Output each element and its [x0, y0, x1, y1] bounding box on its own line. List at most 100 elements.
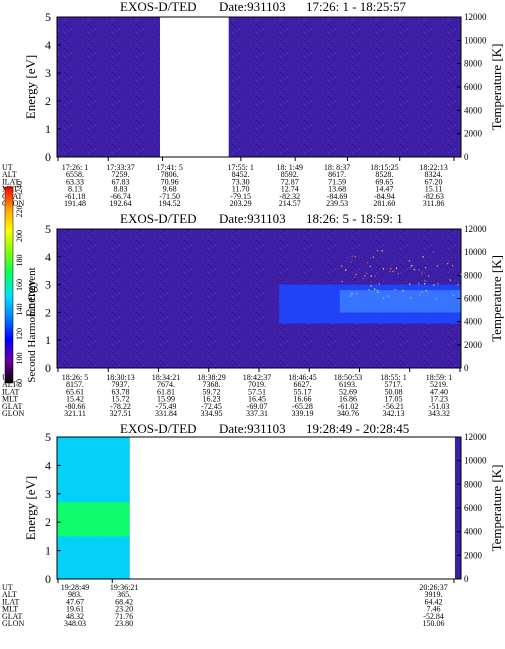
panel-2-sparkle-point [354, 276, 356, 278]
panel-3-date-label: Date:931103 [219, 421, 286, 436]
panel-2-ytick-label: 0 [45, 361, 51, 375]
panel-1-orbit-value: 214.57 [279, 199, 301, 208]
panel-2-sparkle-point [411, 291, 413, 293]
panel-2-orbit-value: 16.45 [248, 395, 266, 404]
panel-2-ytick-label: 3 [45, 278, 51, 292]
panel-2-orbit-value: 55.17 [294, 387, 312, 396]
panel-1-orbit-value: 192.64 [110, 199, 132, 208]
panel-2-time-range: 18:26: 5 - 18:59: 1 [306, 211, 403, 226]
panel-3-orbit-value: 150.06 [423, 619, 445, 628]
panel-2-orbit-value: 15.72 [112, 395, 130, 404]
panel-1-orbit-value: 17:55: 1 [227, 163, 253, 172]
panel-2-orbit-value: 5219. [430, 380, 448, 389]
panel-1-date-label: Date:931103 [219, 0, 286, 14]
panel-3-orbit-value: 23.80 [115, 619, 133, 628]
panel-2-orbit-value: 63.78 [112, 387, 130, 396]
panel-2-orbit-value: 327.51 [110, 409, 132, 418]
panel-2-sparkle-point [364, 275, 366, 277]
panel-2-orbit-value: 18:26: 5 [62, 373, 88, 382]
panel-2-sparkle-point [367, 261, 369, 264]
panel-3-orbit-label-mlt: MLT [2, 605, 18, 614]
panel-1-spectrogram-background [57, 17, 461, 157]
panel-2-sparkle-point [350, 261, 352, 263]
panel-2-y2tick-label: 2000 [464, 340, 483, 350]
panel-1-y2tick-label: 4000 [464, 105, 483, 115]
panel-1-orbit-value: 8.13 [68, 185, 82, 194]
panel-1-orbit-value: 7259. [112, 170, 130, 179]
panel-2-orbit-value: 7368. [203, 380, 221, 389]
panel-2-sparkle-point [409, 266, 411, 268]
panel-2-sparkle-point [381, 250, 383, 252]
panel-2-orbit-value: 8157. [66, 380, 84, 389]
panel-3-ytick-label: 5 [45, 430, 51, 444]
panel-2-orbit-value: 65.61 [66, 387, 84, 396]
panel-2-sparkle-point [351, 256, 353, 258]
panel-3-orbit-value: 983. [68, 590, 82, 599]
colorbar-tick-label: 200 [15, 230, 24, 242]
panel-2-orbit-value: 17.23 [430, 395, 448, 404]
panel-3-y2tick-label: 12000 [464, 432, 487, 442]
panel-2-y2tick-label: 4000 [464, 317, 483, 327]
panel-2-sparkle-point [424, 283, 426, 285]
panel-2-orbit-value: 59.72 [203, 387, 221, 396]
panel-2-orbit-value: 17.05 [385, 395, 403, 404]
panel-2-orbit-value: 337.31 [246, 409, 268, 418]
panel-2-orbit-label-mlt: MLT [2, 395, 18, 404]
panel-2-sparkle-point [392, 270, 394, 273]
panel-1-orbit-value: 18: 8:37 [324, 163, 350, 172]
panel-3-orbit-value: -52.84 [423, 612, 444, 621]
colorbar-tick-label: 100 [15, 353, 24, 365]
panel-2-orbit-value: 18:30:13 [106, 373, 134, 382]
panel-2-sparkle-point [413, 268, 415, 271]
colorbar-tick-label: 140 [15, 304, 24, 316]
panel-2-orbit-value: -51.03 [429, 402, 450, 411]
panel-1-orbit-value: 239.53 [326, 199, 348, 208]
panel-2-sparkle-point [374, 275, 376, 277]
panel-1-orbit-value: 11.70 [232, 185, 250, 194]
panel-2-sparkle-point [433, 251, 435, 253]
panel-1-orbit-value: -84.94 [374, 192, 395, 201]
panel-3-ytick-label: 1 [45, 544, 51, 558]
panel-2-orbit-value: -72.45 [201, 402, 222, 411]
panel-1-orbit-value: -79.15 [230, 192, 251, 201]
panel-2-sparkle-point [344, 269, 347, 271]
panel-3-y2tick-label: 8000 [464, 479, 483, 489]
panel-2-sparkle-point [394, 288, 396, 291]
panel-1-orbit-value: 18: 1:49 [277, 163, 303, 172]
panel-1-orbit-value: 17:33:37 [106, 163, 134, 172]
panel-1-ytick-label: 2 [45, 94, 51, 108]
panel-1-orbit-label-alt: ALT [2, 170, 17, 179]
panel-3-orbit-value: 3919. [425, 590, 443, 599]
panel-1-orbit-value: 8324. [425, 170, 443, 179]
panel-2-orbit-label-alt: ALT [2, 380, 17, 389]
panel-3-orbit-value: 23.20 [115, 605, 133, 614]
panel-2-sparkle-point [368, 288, 370, 291]
panel-1-data-gap [160, 16, 229, 158]
panel-3-orbit-value: 365. [117, 590, 131, 599]
panel-3-orbit-value: 71.76 [115, 612, 133, 621]
panel-3-orbit-value: 19.61 [66, 605, 84, 614]
panel-1-ytick-label: 0 [45, 150, 51, 164]
panel-1-orbit-value: 8452. [232, 170, 250, 179]
colorbar-tick-label: 120 [15, 328, 24, 340]
panel-1-y2tick-label: 12000 [464, 12, 487, 22]
panel-1-orbit-value: -66.74 [110, 192, 131, 201]
panel-1-orbit-value: 17:41: 5 [156, 163, 182, 172]
panel-1-orbit-value: 67.20 [425, 177, 443, 186]
panel-3-ytick-label: 0 [45, 572, 51, 586]
panel-2-orbit-value: 7019. [248, 380, 266, 389]
panel-2-sparkle-point [414, 269, 416, 271]
panel-2-sparkle-point [351, 292, 353, 295]
panel-1-ytick-label: 5 [45, 10, 51, 24]
panel-1-orbit-value: 6558. [66, 170, 84, 179]
panel-2-sparkle-point [370, 285, 372, 287]
panel-2-orbit-value: 5717. [385, 380, 403, 389]
panel-2-sparkle-point [447, 262, 449, 265]
panel-3-orbit-value: 64.42 [425, 597, 443, 606]
panel-2-sparkle-point [350, 295, 352, 297]
panel-3-ylabel: Energy [eV] [23, 476, 38, 540]
panel-2-orbit-value: 343.32 [428, 409, 450, 418]
panel-3-y2label: Temperature [K] [489, 465, 504, 552]
panel-3-orbit-value: 48.32 [66, 612, 84, 621]
panel-2-sparkle-point [369, 265, 371, 268]
